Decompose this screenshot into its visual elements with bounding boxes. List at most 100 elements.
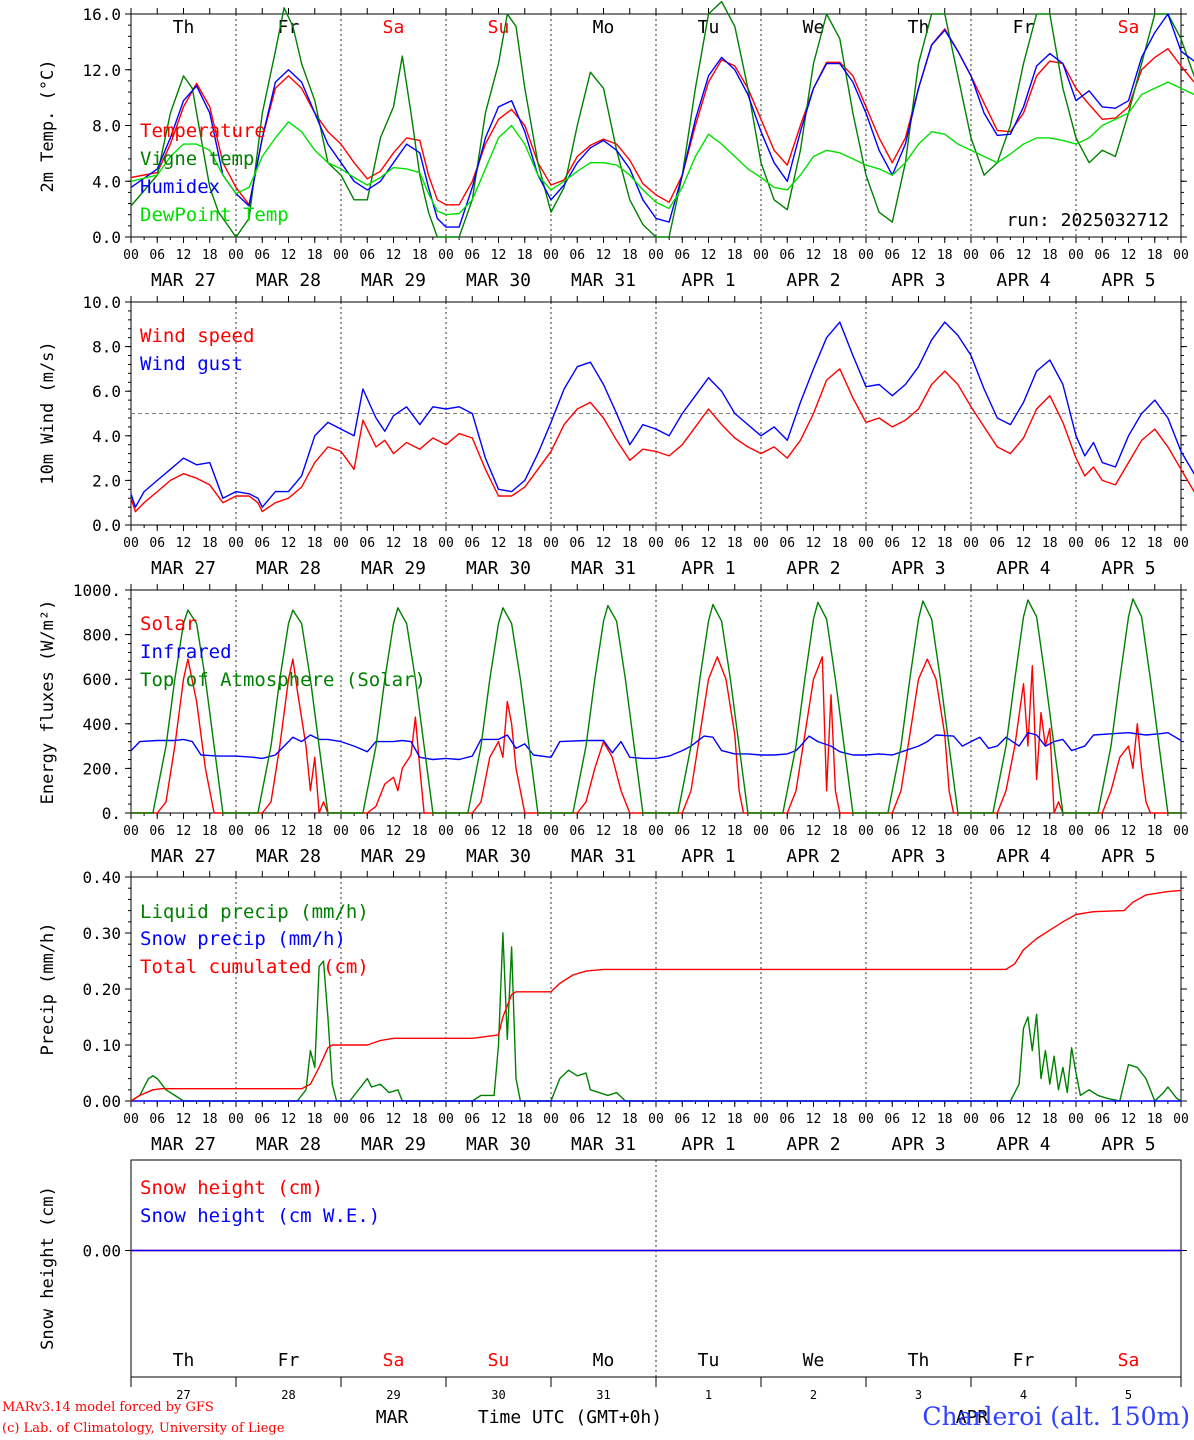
x-hour-label: 00 [1173,536,1189,551]
x-date-label: APR 4 [996,558,1050,579]
x-hour-label: 18 [412,1112,428,1127]
x-hour-label: 06 [779,536,795,551]
x-hour-label: 18 [202,824,218,839]
x-hour-label: 18 [307,824,323,839]
y-tick-label: 0.40 [82,868,121,887]
x-date-label: MAR 27 [151,1134,216,1155]
y-tick-label: 0.00 [82,1092,121,1111]
y-tick-label: 4.0 [92,427,121,446]
x-hour-label: 06 [149,536,165,551]
x-hour-label: 06 [254,1112,270,1127]
x-hour-label: 00 [228,536,244,551]
x-hour-label: 12 [1121,536,1137,551]
x-hour-label: 06 [1094,1112,1110,1127]
day-of-week-label: Th [908,17,930,38]
x-hour-label: 00 [1068,248,1084,263]
x-hour-label: 06 [884,248,900,263]
x-hour-label: 12 [701,536,717,551]
x-hour-label: 00 [1173,248,1189,263]
day-of-week-label: Mo [593,1350,615,1371]
legend-entry: Snow height (cm W.E.) [140,1205,380,1227]
x-date-label: APR 1 [681,270,735,291]
day-of-week-label: Sa [383,1350,405,1371]
x-hour-label: 06 [569,248,585,263]
x-hour-label: 06 [464,1112,480,1127]
legend-entry: Wind speed [140,325,254,347]
y-axis-title: Snow height (cm) [38,1186,58,1350]
x-date-label: APR 3 [891,270,945,291]
x-hour-label: 12 [806,248,822,263]
x-day-number: 1 [705,1388,712,1402]
y-tick-label: 8.0 [92,117,121,136]
x-hour-label: 18 [727,1112,743,1127]
x-hour-label: 06 [779,248,795,263]
x-hour-label: 00 [333,824,349,839]
y-tick-label: 2.0 [92,471,121,490]
y-tick-label: 0.00 [82,1242,121,1261]
x-date-label: APR 4 [996,270,1050,291]
x-hour-label: 12 [596,824,612,839]
legend-entry: Wind gust [140,353,243,375]
x-hour-label: 06 [464,248,480,263]
x-hour-label: 18 [1147,536,1163,551]
x-hour-label: 06 [674,536,690,551]
x-hour-label: 18 [937,536,953,551]
x-hour-label: 12 [176,824,192,839]
x-hour-label: 00 [963,248,979,263]
legend-entry: Top of Atmosphere (Solar) [140,669,426,691]
x-date-label: APR 5 [1101,558,1155,579]
x-hour-label: 18 [412,824,428,839]
legend-entry: Snow precip (mm/h) [140,928,346,950]
x-hour-label: 12 [491,824,507,839]
legend-entry: DewPoint Temp [140,204,289,226]
x-hour-label: 06 [359,1112,375,1127]
x-hour-label: 12 [701,1112,717,1127]
day-of-week-label: Sa [383,17,405,38]
legend-entry: Solar [140,613,197,635]
x-hour-label: 18 [622,536,638,551]
x-date-label: APR 4 [996,846,1050,867]
x-axis-title: Time UTC (GMT+0h) [478,1407,662,1428]
x-hour-label: 12 [386,536,402,551]
x-hour-label: 18 [727,536,743,551]
x-hour-label: 00 [963,1112,979,1127]
y-tick-label: 600. [82,670,121,689]
x-hour-label: 06 [779,1112,795,1127]
x-hour-label: 12 [281,1112,297,1127]
x-day-number: 30 [491,1388,505,1402]
x-date-label: MAR 30 [466,270,531,291]
x-hour-label: 18 [832,824,848,839]
x-hour-label: 18 [517,1112,533,1127]
x-hour-label: 06 [989,1112,1005,1127]
x-date-label: APR 4 [996,1134,1050,1155]
x-hour-label: 00 [753,248,769,263]
x-date-label: APR 2 [786,846,840,867]
day-of-week-label: Sa [1118,1350,1140,1371]
x-hour-label: 00 [1173,1112,1189,1127]
x-hour-label: 18 [727,824,743,839]
panel-1: 0.0 4.0 8.0 12.0 16.0 2m Temp. (°C) 00 06 12 18 00… [38,0,1194,291]
x-hour-label: 18 [1147,824,1163,839]
x-hour-label: 18 [307,536,323,551]
x-day-number: 28 [281,1388,295,1402]
x-date-label: APR 5 [1101,1134,1155,1155]
x-hour-label: 18 [307,248,323,263]
series-line [130,81,1194,216]
x-hour-label: 00 [123,1112,139,1127]
x-hour-label: 00 [333,536,349,551]
x-hour-label: 12 [176,248,192,263]
x-day-number: 27 [176,1388,190,1402]
station-label: Charleroi (alt. 150m) [922,1402,1190,1431]
x-date-label: MAR 28 [256,270,321,291]
y-tick-label: 0.0 [92,228,121,247]
x-hour-label: 00 [963,824,979,839]
day-of-week-label: Mo [593,17,615,38]
lab-credit: (c) Lab. of Climatology, University of L… [2,1421,285,1436]
x-hour-label: 06 [569,1112,585,1127]
x-hour-label: 12 [911,824,927,839]
x-date-label: APR 2 [786,270,840,291]
legend-entry: Vigne temp [140,148,254,170]
x-hour-label: 06 [464,824,480,839]
x-hour-label: 00 [648,824,664,839]
